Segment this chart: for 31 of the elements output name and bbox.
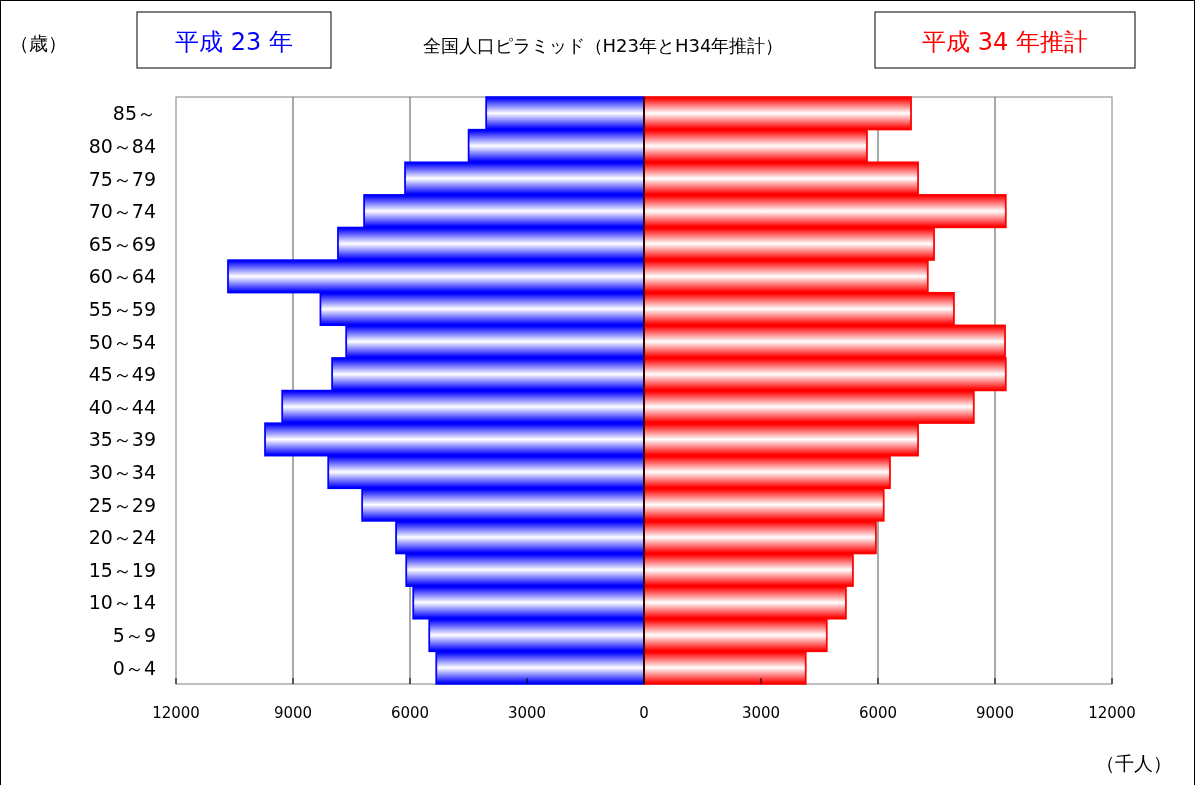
y-tick-label: 75～79 xyxy=(88,167,156,190)
x-tick-label: 3000 xyxy=(507,704,547,722)
y-tick-label: 50～54 xyxy=(88,330,156,353)
y-tick-label: 0～4 xyxy=(112,656,156,679)
y-tick-label: 60～64 xyxy=(88,265,156,288)
y-tick-label: 80～84 xyxy=(88,134,156,157)
x-tick-label: 9000 xyxy=(975,704,1015,722)
y-tick-label: 10～14 xyxy=(88,591,156,614)
x-tick-label: 6000 xyxy=(390,704,430,722)
y-tick-label: 45～49 xyxy=(88,363,156,386)
x-axis-title: （千人） xyxy=(1096,752,1172,774)
x-tick-label: 9000 xyxy=(273,704,313,722)
y-tick-label: 30～34 xyxy=(88,461,156,484)
chart-title: 全国人口ピラミッド（H23年とH34年推計） xyxy=(422,35,784,56)
y-tick-label: 40～44 xyxy=(88,395,156,418)
y-tick-label: 15～19 xyxy=(88,558,156,581)
x-tick-label: 12000 xyxy=(152,704,200,722)
series-label: 平成 34 年推計 xyxy=(922,28,1088,56)
x-tick-label: 6000 xyxy=(858,704,898,722)
y-tick-label: 65～69 xyxy=(88,232,156,255)
y-tick-label: 85～ xyxy=(112,102,156,125)
y-tick-label: 5～9 xyxy=(112,624,156,647)
y-tick-label: 35～39 xyxy=(88,428,156,451)
x-tick-label: 12000 xyxy=(1088,704,1136,722)
x-tick-label: 0 xyxy=(639,704,649,722)
y-tick-label: 70～74 xyxy=(88,200,156,223)
y-tick-label: 25～29 xyxy=(88,493,156,516)
y-tick-label: 20～24 xyxy=(88,526,156,549)
y-axis-title: （歳） xyxy=(10,32,67,54)
x-tick-label: 3000 xyxy=(741,704,781,722)
y-tick-label: 55～59 xyxy=(88,297,156,320)
